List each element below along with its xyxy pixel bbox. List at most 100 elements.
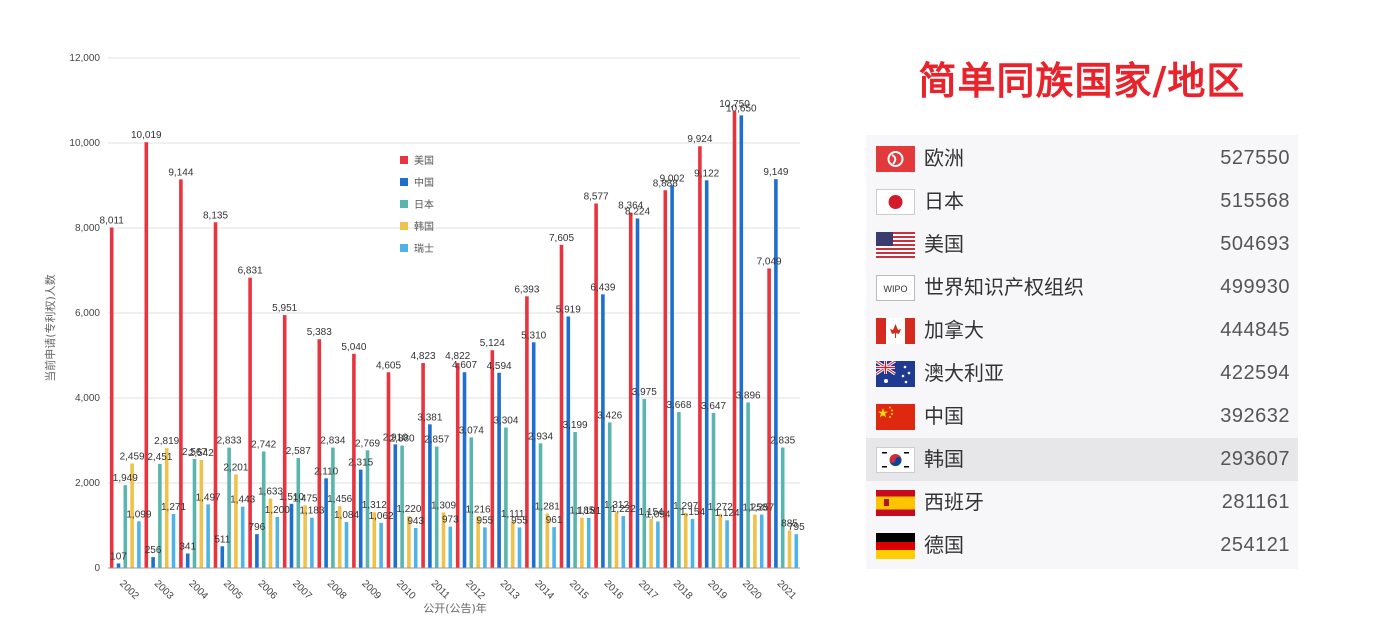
legend-label: 日本 bbox=[414, 198, 434, 211]
bar-日本-2011 bbox=[434, 446, 439, 568]
data-label: 1,297 bbox=[673, 501, 698, 512]
region-value: 444845 bbox=[1220, 319, 1290, 341]
data-label: 1,312 bbox=[604, 500, 629, 511]
y-tick-label: 4,000 bbox=[75, 393, 100, 404]
data-label: 885 bbox=[781, 518, 798, 529]
data-label: 1,257 bbox=[749, 503, 774, 514]
data-label: 6,831 bbox=[238, 266, 263, 277]
data-label: 1,220 bbox=[396, 504, 421, 515]
x-tick-label: 2009 bbox=[359, 578, 383, 602]
data-label: 973 bbox=[442, 515, 459, 526]
japan-flag-icon bbox=[876, 189, 915, 215]
data-label: 9,149 bbox=[763, 167, 788, 178]
data-label: 955 bbox=[477, 515, 494, 526]
bar-美国-2021 bbox=[767, 268, 771, 568]
bar-中国-2005 bbox=[220, 546, 225, 568]
bar-美国-2003 bbox=[144, 142, 149, 568]
data-label: 795 bbox=[788, 522, 805, 533]
bar-日本-2018 bbox=[677, 412, 681, 568]
bar-中国-2002 bbox=[116, 563, 121, 568]
bar-marks bbox=[109, 111, 799, 569]
data-label: 10,750 bbox=[719, 99, 750, 110]
region-row-spain: 西班牙 281161 bbox=[866, 481, 1298, 524]
bar-日本-2016 bbox=[607, 422, 612, 568]
data-label: 1,312 bbox=[362, 500, 387, 511]
data-label: 1,183 bbox=[299, 506, 324, 517]
data-label: 3,975 bbox=[632, 387, 657, 398]
data-label: 955 bbox=[511, 515, 528, 526]
data-label: 8,364 bbox=[618, 201, 643, 212]
bar-美国-2012 bbox=[455, 363, 460, 568]
x-tick-label: 2018 bbox=[671, 578, 695, 602]
bar-韩国-2007 bbox=[303, 505, 307, 568]
region-list: 欧洲 527550 日本 515568 美国 504693 WIPO 世界知识产… bbox=[866, 135, 1298, 569]
x-tick-label: 2013 bbox=[498, 578, 522, 602]
data-label: 796 bbox=[249, 522, 266, 533]
legend-swatch-瑞士 bbox=[400, 244, 408, 252]
region-value: 499930 bbox=[1220, 276, 1290, 298]
region-value: 504693 bbox=[1220, 233, 1290, 255]
data-label: 961 bbox=[546, 515, 563, 526]
data-label: 341 bbox=[179, 542, 196, 553]
bar-美国-2015 bbox=[559, 244, 564, 568]
x-tick-label: 2019 bbox=[705, 578, 729, 602]
data-label: 8,888 bbox=[653, 178, 678, 189]
bar-日本-2008 bbox=[331, 447, 335, 568]
wipo-logo-text: WIPO bbox=[884, 284, 908, 294]
data-label: 2,459 bbox=[120, 451, 145, 462]
data-label: 2,315 bbox=[348, 458, 373, 469]
eu-flag-icon bbox=[876, 146, 915, 172]
data-labels: 8,011 107 1,949 2,459 1,099 10,019 256 2,451 2,8… bbox=[100, 99, 806, 562]
bar-韩国-2010 bbox=[407, 516, 411, 568]
region-name: 中国 bbox=[924, 404, 964, 428]
bar-日本-2020 bbox=[746, 402, 750, 568]
bar-韩国-2005 bbox=[234, 474, 238, 568]
bar-韩国-2017 bbox=[649, 518, 653, 568]
legend-swatch-中国 bbox=[400, 178, 408, 186]
data-label: 5,310 bbox=[521, 330, 546, 341]
region-row-australia: 澳大利亚 422594 bbox=[866, 352, 1298, 395]
bar-中国-2020 bbox=[739, 115, 744, 568]
bar-美国-2016 bbox=[594, 203, 598, 569]
legend-label: 韩国 bbox=[414, 220, 434, 233]
data-label: 7,049 bbox=[757, 256, 782, 267]
bar-瑞士-2016 bbox=[621, 516, 626, 568]
data-label: 1,154 bbox=[639, 507, 664, 518]
data-label: 2,857 bbox=[424, 435, 449, 446]
bar-日本-2002 bbox=[123, 485, 128, 568]
data-label: 1,497 bbox=[196, 492, 221, 503]
region-value: 527550 bbox=[1220, 147, 1290, 169]
data-label: 1,094 bbox=[645, 510, 670, 521]
bar-美国-2002 bbox=[109, 227, 114, 568]
bar-中国-2016 bbox=[601, 294, 605, 568]
china-flag-icon bbox=[876, 404, 915, 430]
bar-日本-2017 bbox=[642, 399, 647, 568]
region-name: 日本 bbox=[924, 189, 964, 213]
bar-瑞士-2002 bbox=[137, 521, 141, 568]
data-label: 3,074 bbox=[459, 425, 484, 436]
bar-美国-2010 bbox=[386, 372, 391, 568]
data-label: 1,309 bbox=[431, 500, 456, 511]
bar-韩国-2014 bbox=[545, 513, 550, 568]
data-label: 3,896 bbox=[736, 390, 761, 401]
germany-flag-icon bbox=[876, 533, 915, 559]
bar-日本-2007 bbox=[296, 458, 301, 568]
data-label: 2,880 bbox=[390, 434, 415, 445]
data-label: 5,124 bbox=[480, 338, 505, 349]
data-label: 1,456 bbox=[327, 494, 352, 505]
x-tick-label: 2016 bbox=[602, 578, 626, 602]
x-tick-label: 2015 bbox=[567, 578, 591, 602]
bar-美国-2011 bbox=[421, 363, 425, 568]
data-label: 2,110 bbox=[314, 466, 339, 477]
canada-flag-icon bbox=[876, 318, 915, 344]
bar-美国-2007 bbox=[282, 315, 287, 568]
region-value: 515568 bbox=[1220, 190, 1290, 212]
data-label: 1,181 bbox=[576, 506, 601, 517]
legend-swatch-日本 bbox=[400, 200, 408, 208]
bar-中国-2009 bbox=[358, 469, 363, 568]
data-label: 2,587 bbox=[286, 446, 311, 457]
data-label: 5,919 bbox=[556, 304, 581, 315]
y-tick-label: 2,000 bbox=[75, 478, 100, 489]
data-label: 2,769 bbox=[355, 438, 380, 449]
bar-中国-2004 bbox=[185, 553, 190, 568]
